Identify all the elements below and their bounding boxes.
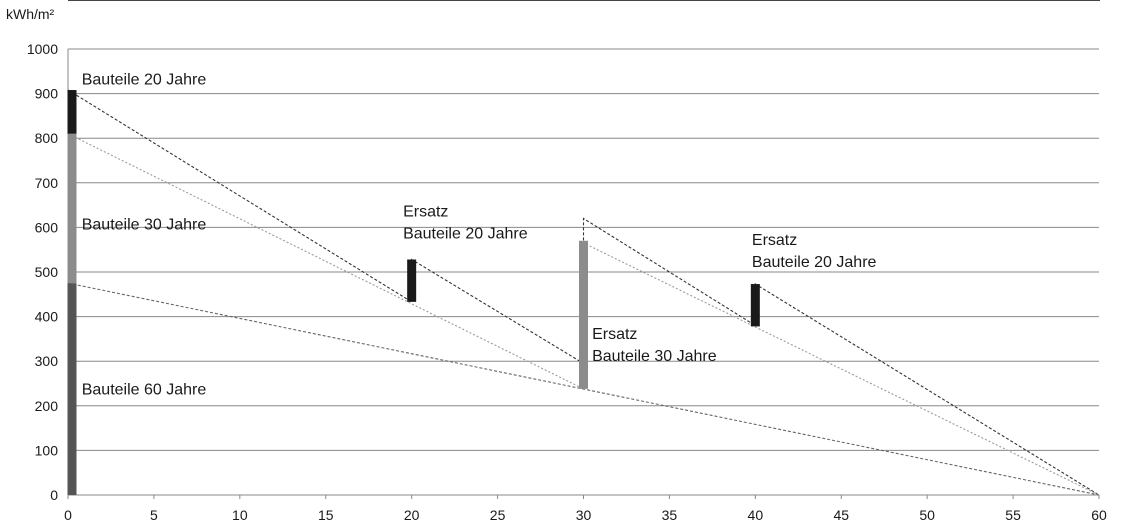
annotation-2: Bauteile 60 Jahre bbox=[82, 382, 207, 399]
annotation-3-line-0: Ersatz bbox=[403, 203, 448, 220]
component-bar-2 bbox=[67, 90, 77, 134]
annotation-3: Ersatz Bauteile 20 Jahre bbox=[403, 203, 528, 242]
x-tick-label-0: 0 bbox=[64, 507, 72, 523]
y-tick-label-500: 500 bbox=[35, 264, 59, 280]
x-tick-label-5: 5 bbox=[150, 507, 158, 523]
x-tick-label-45: 45 bbox=[833, 507, 849, 523]
annotation-2-line-0: Bauteile 60 Jahre bbox=[82, 382, 207, 399]
x-tick-label-40: 40 bbox=[748, 507, 764, 523]
component-bar-1 bbox=[67, 133, 77, 284]
annotation-5: Ersatz Bauteile 20 Jahre bbox=[752, 232, 877, 271]
y-tick-label-300: 300 bbox=[35, 353, 59, 369]
y-tick-label-1000: 1000 bbox=[27, 41, 58, 57]
annotation-0: Bauteile 20 Jahre bbox=[82, 72, 207, 89]
x-tick-label-10: 10 bbox=[232, 507, 248, 523]
y-tick-label-100: 100 bbox=[35, 442, 59, 458]
annotation-4: Ersatz Bauteile 30 Jahre bbox=[592, 326, 717, 365]
component-bar-0 bbox=[67, 283, 77, 495]
top-border-line bbox=[68, 0, 1100, 1]
annotations: Bauteile 20 Jahre Bauteile 30 Jahre Bautei… bbox=[82, 72, 877, 399]
annotation-1-line-0: Bauteile 30 Jahre bbox=[82, 217, 207, 234]
component-bar-5 bbox=[750, 284, 760, 327]
component-bars bbox=[67, 90, 760, 495]
y-tick-label-700: 700 bbox=[35, 175, 59, 191]
x-tick-label-15: 15 bbox=[318, 507, 334, 523]
annotation-4-line-0: Ersatz bbox=[592, 326, 637, 343]
annotation-5-line-0: Ersatz bbox=[752, 232, 797, 249]
x-tick-label-25: 25 bbox=[490, 507, 506, 523]
annotation-3-line-1: Bauteile 20 Jahre bbox=[403, 225, 528, 242]
x-tick-label-30: 30 bbox=[576, 507, 592, 523]
x-tick-label-55: 55 bbox=[1005, 507, 1021, 523]
x-tick-label-60: 60 bbox=[1091, 507, 1107, 523]
x-tick-label-20: 20 bbox=[404, 507, 420, 523]
annotation-5-line-1: Bauteile 20 Jahre bbox=[752, 254, 877, 271]
y-axis-unit-label: kWh/m² bbox=[6, 6, 55, 22]
y-tick-label-400: 400 bbox=[35, 309, 59, 325]
series-line-2 bbox=[67, 282, 1100, 496]
y-tick-label-800: 800 bbox=[35, 130, 59, 146]
annotation-0-line-0: Bauteile 20 Jahre bbox=[82, 72, 207, 89]
x-tick-label-50: 50 bbox=[919, 507, 935, 523]
y-tick-labels: 0 100 200 300 400 500 600 700 800 900 1000 bbox=[27, 41, 58, 503]
component-bar-3 bbox=[407, 259, 417, 302]
annotation-1: Bauteile 30 Jahre bbox=[82, 217, 207, 234]
y-tick-label-0: 0 bbox=[50, 487, 58, 503]
y-tick-label-600: 600 bbox=[35, 219, 59, 235]
x-tick-labels: 0 5 10 15 20 25 30 35 40 45 50 55 60 bbox=[64, 507, 1107, 523]
annotation-4-line-1: Bauteile 30 Jahre bbox=[592, 348, 717, 365]
x-tick-label-35: 35 bbox=[662, 507, 678, 523]
y-tick-label-200: 200 bbox=[35, 398, 59, 414]
y-tick-label-900: 900 bbox=[35, 86, 59, 102]
component-bar-4 bbox=[579, 240, 588, 389]
